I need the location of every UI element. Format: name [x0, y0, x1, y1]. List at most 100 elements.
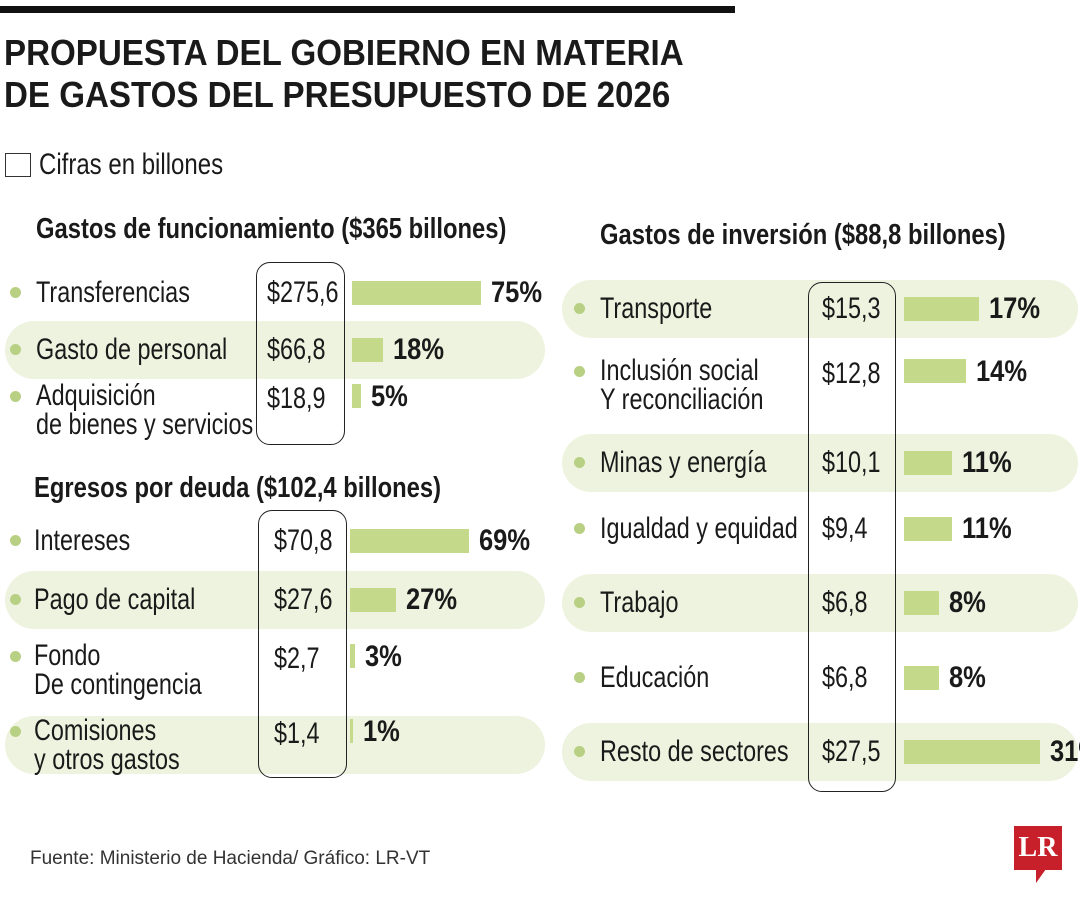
percent-label: 31% [1050, 735, 1080, 768]
category-label: Pago de capital [34, 583, 196, 616]
bullet-dot [10, 287, 21, 298]
category-label: Fondo De contingencia [34, 639, 202, 701]
value-label: $15,3 [822, 292, 881, 325]
value-label: $6,8 [822, 661, 868, 694]
section-title: Gastos de funcionamiento ($365 billones) [36, 213, 507, 245]
category-label-line: Comisiones [34, 714, 157, 747]
value-label: $1,4 [274, 717, 320, 750]
category-label-line: y otros gastos [34, 743, 180, 776]
value-label: $18,9 [267, 382, 326, 415]
category-label: Transferencias [36, 276, 190, 309]
category-label: Transporte [600, 292, 713, 325]
bar [904, 297, 979, 321]
row-band [5, 321, 545, 379]
bullet-dot [10, 651, 21, 662]
percent-label: 18% [392, 333, 444, 366]
bar [350, 644, 356, 668]
category-label-line: Igualdad y equidad [600, 512, 798, 545]
row-band [562, 574, 1078, 632]
bullet-dot [10, 594, 21, 605]
value-label: $275,6 [267, 276, 339, 309]
percent-label: 75% [491, 276, 543, 309]
value-label: $70,8 [274, 524, 333, 557]
value-label: $66,8 [267, 333, 326, 366]
row-band [562, 434, 1078, 492]
percent-label: 8% [949, 661, 987, 694]
category-label-line: De contingencia [34, 668, 202, 701]
category-label: Comisiones y otros gastos [34, 714, 180, 776]
percent-label: 17% [988, 292, 1040, 325]
category-label-line: Fondo [34, 639, 101, 672]
percent-label: 11% [962, 446, 1013, 479]
value-label: $2,7 [274, 642, 320, 675]
category-label: Adquisición de bienes y servicios [36, 379, 254, 441]
value-label: $12,8 [822, 357, 881, 390]
category-label: Resto de sectores [600, 735, 789, 768]
category-label-line: Trabajo [600, 586, 679, 619]
bullet-dot [574, 597, 585, 608]
category-label-line: Educación [600, 661, 710, 694]
source-note: Fuente: Ministerio de Hacienda/ Gráfico:… [30, 848, 431, 869]
bar [904, 740, 1041, 764]
bar [350, 719, 353, 743]
category-label-line: Resto de sectores [600, 735, 789, 768]
bar [904, 591, 940, 615]
bar [904, 666, 940, 690]
bullet-dot [574, 523, 585, 534]
percent-label: 69% [478, 524, 530, 557]
section-title: Egresos por deuda ($102,4 billones) [34, 472, 442, 504]
value-label: $27,6 [274, 583, 333, 616]
category-label: Educación [600, 661, 710, 694]
category-label: Inclusión social Y reconciliación [600, 354, 763, 415]
value-label: $6,8 [822, 586, 868, 619]
category-label-line: Transferencias [36, 276, 190, 309]
top-rule [0, 6, 735, 13]
value-label: $9,4 [822, 512, 868, 545]
bar [350, 588, 397, 612]
bullet-dot [574, 366, 585, 377]
legend-swatch [5, 153, 31, 177]
bullet-dot [10, 535, 21, 546]
category-label-line: de bienes y servicios [36, 408, 254, 441]
section-title: Gastos de inversión ($88,8 billones) [600, 219, 1006, 251]
bar [350, 529, 469, 553]
row-band [5, 571, 545, 629]
percent-label: 1% [363, 715, 400, 748]
bullet-dot [10, 726, 21, 737]
percent-label: 5% [370, 380, 408, 413]
bullet-dot [574, 457, 585, 468]
percent-label: 8% [949, 586, 987, 619]
category-label-line: Intereses [34, 524, 131, 557]
category-label: Minas y energía [600, 448, 766, 478]
percent-label: 11% [962, 512, 1013, 545]
category-label: Igualdad y equidad [600, 512, 798, 545]
bullet-dot [10, 344, 21, 355]
percent-label: 27% [406, 583, 458, 616]
lr-logo: LR [1014, 826, 1062, 883]
bar [904, 359, 966, 383]
value-label: $27,5 [822, 735, 881, 768]
category-label-line: Inclusión social [600, 354, 759, 387]
category-label-line: Gasto de personal [36, 333, 228, 366]
category-label-line: Adquisición [36, 379, 156, 412]
percent-label: 3% [365, 640, 403, 673]
category-label-line: Transporte [600, 292, 713, 325]
bar [352, 281, 481, 305]
value-box [258, 510, 347, 778]
percent-label: 14% [975, 355, 1027, 388]
title-line-1: PROPUESTA DEL GOBIERNO EN MATERIA [4, 32, 684, 73]
row-band [5, 716, 545, 774]
category-label-line: Pago de capital [34, 583, 196, 616]
bar [904, 517, 953, 541]
value-label: $10,1 [822, 446, 881, 479]
page-title: PROPUESTA DEL GOBIERNO EN MATERIA DE GAS… [4, 32, 684, 116]
bullet-dot [574, 303, 585, 314]
value-box [808, 282, 896, 792]
value-box [256, 262, 345, 445]
bullet-dot [574, 746, 585, 757]
category-label: Trabajo [600, 586, 679, 619]
bullet-dot [574, 672, 585, 683]
category-label: Gasto de personal [36, 333, 228, 366]
legend: Cifras en billones [5, 148, 269, 182]
